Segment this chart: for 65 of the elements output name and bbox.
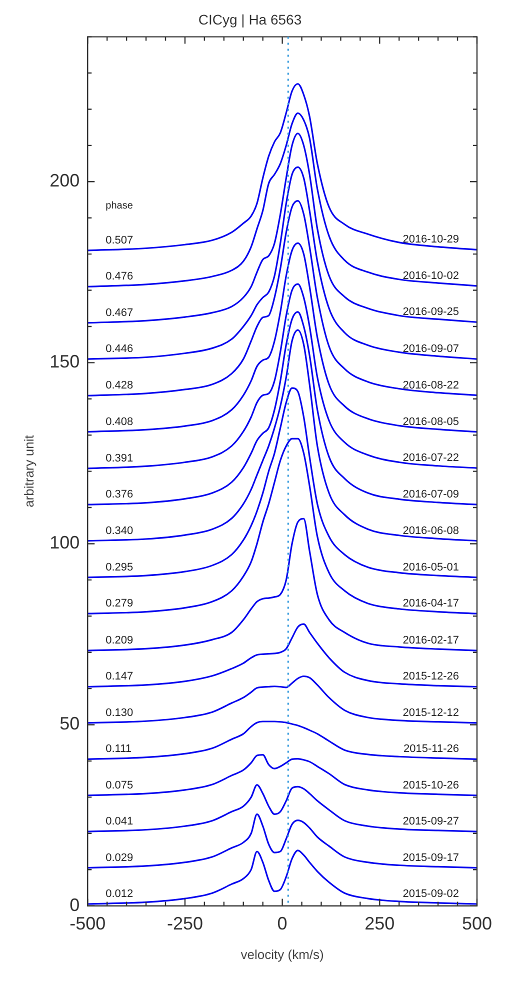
annotation: 2015-09-17 xyxy=(402,852,459,864)
series-label: 0.130 xyxy=(106,706,134,719)
line-series xyxy=(88,200,477,396)
series-label: 0.476 xyxy=(106,270,134,283)
x-tick-label: 0 xyxy=(277,914,288,934)
annotation: 2016-04-17 xyxy=(402,598,459,610)
x-axis-title: velocity (km/s) xyxy=(240,946,324,962)
annotation: 2016-10-02 xyxy=(402,270,459,282)
x-tick-label: -250 xyxy=(166,914,203,934)
line-series xyxy=(88,813,477,869)
annotation: 2016-08-22 xyxy=(402,379,459,392)
y-tick-label: 0 xyxy=(70,894,80,915)
annotation: 2015-11-26 xyxy=(404,743,459,756)
chart-title: CICyg | Ha 6563 xyxy=(198,11,302,28)
series-label: 0.428 xyxy=(106,380,134,392)
line-series xyxy=(88,283,477,470)
series-label: 0.295 xyxy=(106,561,134,574)
annotation: 2016-10-29 xyxy=(402,234,459,246)
y-tick-label: 100 xyxy=(50,532,80,553)
y-axis-title: arbitrary unit xyxy=(21,434,36,508)
annotation: 2016-09-07 xyxy=(402,343,459,356)
annotation: 2015-12-12 xyxy=(402,706,459,719)
annotation: 2015-09-02 xyxy=(402,888,459,900)
series-label: 0.391 xyxy=(106,452,134,464)
series-label: 0.467 xyxy=(106,306,134,319)
annotation: 2016-07-22 xyxy=(402,452,459,464)
line-series xyxy=(88,166,477,360)
line-series xyxy=(88,132,477,324)
series-label: 0.279 xyxy=(106,598,134,610)
line-series xyxy=(88,242,477,433)
annotation: 2016-09-25 xyxy=(402,306,459,318)
line-series xyxy=(88,720,477,760)
series-label: 0.507 xyxy=(106,234,134,246)
series-label: 0.029 xyxy=(106,852,134,864)
annotation: 2016-07-09 xyxy=(402,488,459,501)
annotation: 2015-12-26 xyxy=(402,670,459,683)
annotation: 2016-02-17 xyxy=(402,634,459,647)
annotation: 2015-10-26 xyxy=(402,779,459,792)
y-tick-label: 50 xyxy=(60,714,80,734)
line-series xyxy=(88,518,477,652)
series-label: 0.012 xyxy=(106,888,134,900)
series-label: 0.209 xyxy=(106,634,134,647)
series-label: 0.147 xyxy=(106,670,134,683)
line-series xyxy=(88,387,477,578)
annotation: phase xyxy=(106,200,134,212)
x-tick-label: 500 xyxy=(462,914,492,934)
series-label: 0.376 xyxy=(106,488,134,501)
annotation: 2016-05-01 xyxy=(402,561,459,574)
annotation: 2016-06-08 xyxy=(402,524,459,537)
series-label: 0.408 xyxy=(106,416,134,428)
series-label: 0.340 xyxy=(106,524,134,537)
line-series xyxy=(88,438,477,614)
x-tick-label: 250 xyxy=(364,914,395,934)
annotation: 2015-09-27 xyxy=(402,816,459,828)
y-tick-label: 200 xyxy=(50,170,80,191)
series-label: 0.041 xyxy=(106,816,134,828)
y-tick-label: 150 xyxy=(50,352,80,372)
series-label: 0.111 xyxy=(106,743,132,756)
series-label: 0.075 xyxy=(106,779,134,792)
line-series xyxy=(88,329,477,542)
line-series xyxy=(88,754,477,796)
annotation: 2016-08-05 xyxy=(402,416,459,428)
series-label: 0.446 xyxy=(106,343,134,356)
x-tick-label: -500 xyxy=(70,914,106,934)
line-series xyxy=(88,623,477,688)
